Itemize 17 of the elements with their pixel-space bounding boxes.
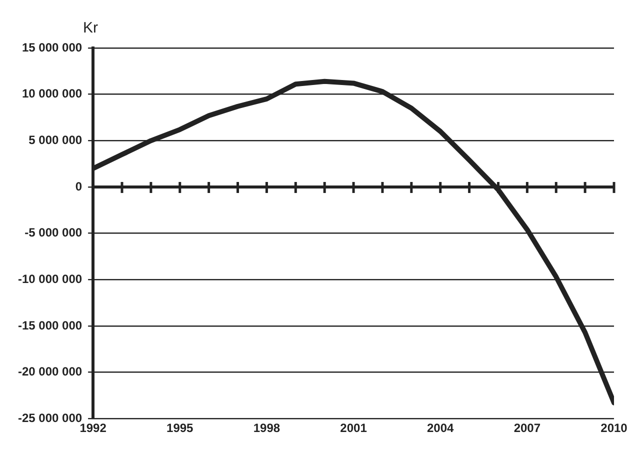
y-axis-title: Kr	[83, 20, 98, 37]
x-tick-label: 2001	[340, 421, 368, 436]
y-tick-label: 5 000 000	[28, 132, 82, 147]
x-tick-label: 1998	[253, 421, 280, 436]
y-tick-label: 15 000 000	[22, 40, 82, 54]
y-tick-label: -20 000 000	[18, 364, 82, 379]
x-tick-label: 2010	[600, 421, 628, 436]
y-tick-label: -15 000 000	[18, 318, 82, 332]
y-tick-label: 10 000 000	[22, 86, 82, 101]
x-tick-label: 2004	[427, 421, 454, 436]
x-tick-label: 2007	[514, 421, 541, 436]
y-tick-label: -5 000 000	[24, 226, 82, 240]
x-tick-label: 1992	[80, 421, 107, 436]
x-tick-label: 1995	[166, 421, 194, 436]
y-tick-label: 0	[75, 179, 82, 194]
y-tick-label: -10 000 000	[18, 272, 82, 286]
y-tick-label: -25 000 000	[18, 410, 82, 425]
